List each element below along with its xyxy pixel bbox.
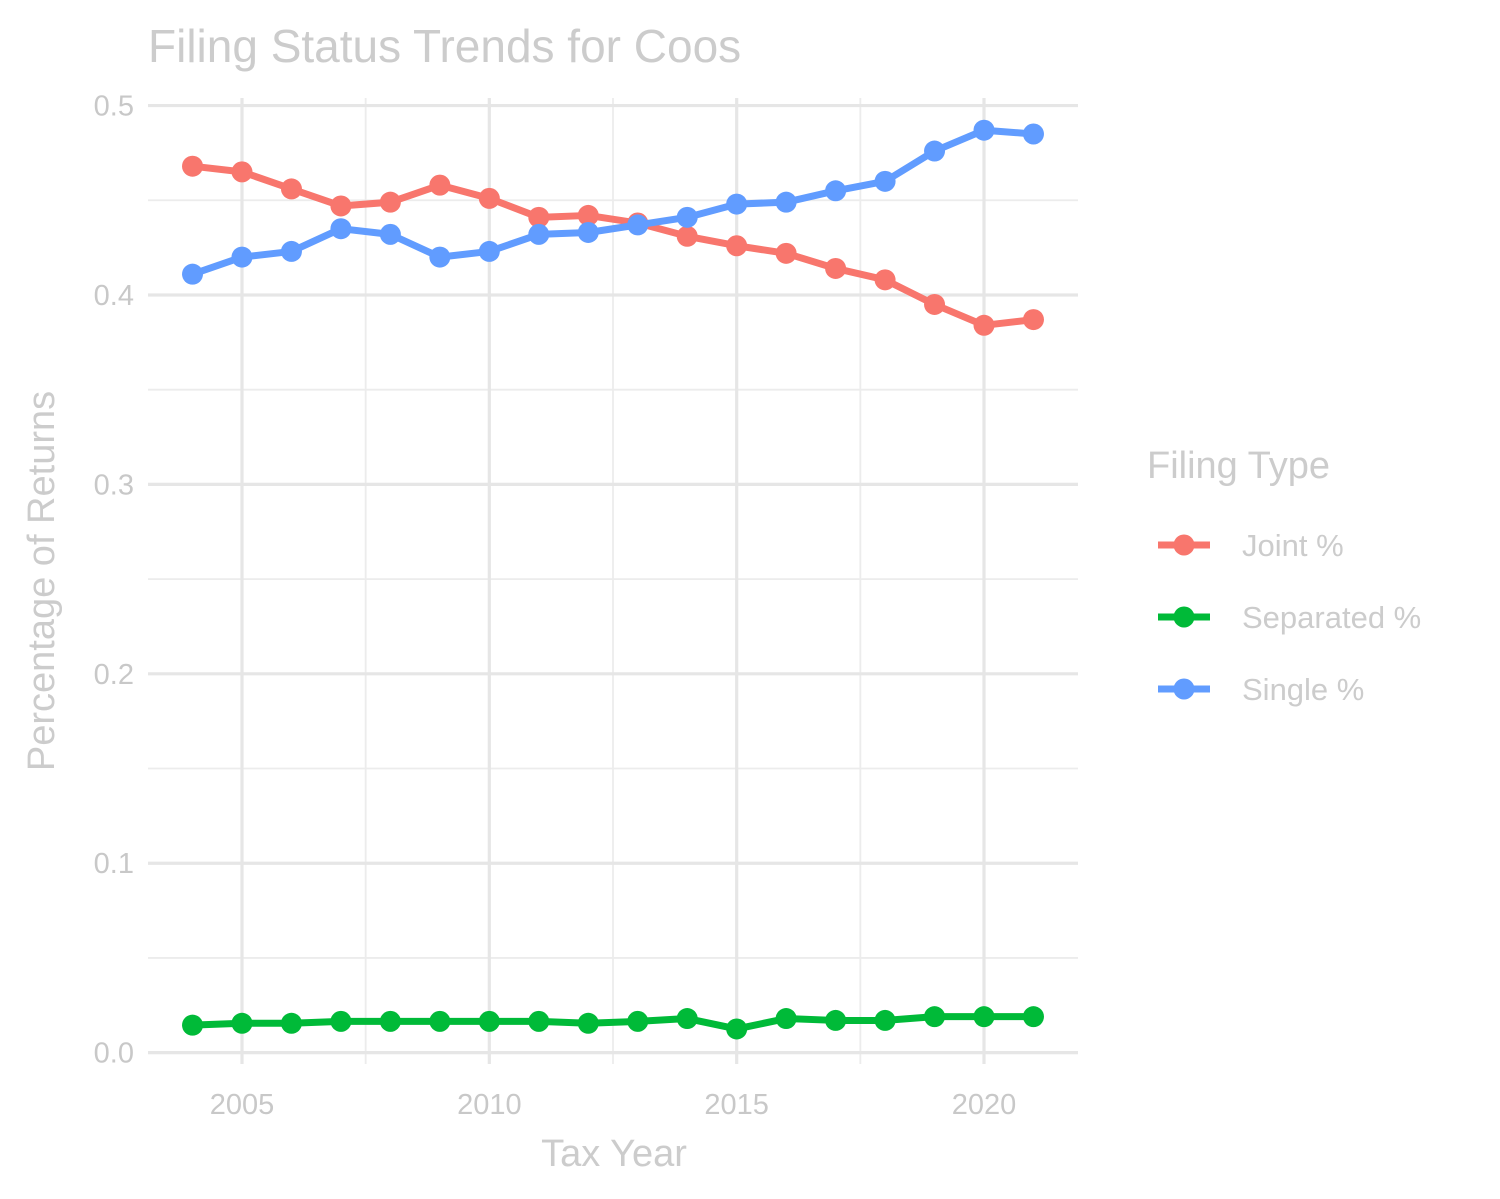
data-point-joint <box>973 314 995 336</box>
data-point-single <box>182 263 204 285</box>
data-point-joint <box>924 293 946 315</box>
data-point-joint <box>726 235 748 257</box>
data-point-joint <box>577 204 599 226</box>
data-point-single <box>478 240 500 262</box>
data-point-single <box>825 180 847 202</box>
data-point-separated <box>627 1010 649 1032</box>
data-point-single <box>330 218 352 240</box>
y-tick-label: 0.2 <box>94 659 134 691</box>
data-point-single <box>924 140 946 162</box>
x-tick-label: 2005 <box>210 1089 275 1121</box>
data-point-single <box>379 223 401 245</box>
data-point-single <box>627 214 649 236</box>
data-point-separated <box>528 1010 550 1032</box>
legend-key-point <box>1173 678 1195 700</box>
legend-key-point <box>1173 606 1195 628</box>
data-point-single <box>676 206 698 228</box>
legend-title: Filing Type <box>1147 445 1330 487</box>
legend-label: Separated % <box>1242 600 1421 635</box>
legend-label: Single % <box>1242 672 1364 707</box>
y-tick-label: 0.4 <box>94 280 134 312</box>
data-point-joint <box>825 257 847 279</box>
legend: Filing Type Joint % Separated % Single % <box>1147 445 1421 707</box>
data-point-separated <box>825 1009 847 1031</box>
data-point-joint <box>1022 309 1044 331</box>
y-tick-label: 0.5 <box>94 91 134 123</box>
data-point-single <box>874 170 896 192</box>
series-single <box>182 119 1044 285</box>
data-point-single <box>577 221 599 243</box>
data-point-separated <box>280 1012 302 1034</box>
data-point-single <box>528 223 550 245</box>
legend-item-separated: Separated % <box>1158 600 1421 635</box>
x-tick-label: 2010 <box>457 1089 522 1121</box>
data-point-separated <box>577 1012 599 1034</box>
data-point-single <box>973 119 995 141</box>
data-point-joint <box>874 269 896 291</box>
data-point-joint <box>478 187 500 209</box>
legend-item-single: Single % <box>1158 672 1364 707</box>
data-point-separated <box>429 1010 451 1032</box>
series-separated <box>182 1006 1044 1040</box>
data-point-single <box>231 246 253 268</box>
x-axis-title: Tax Year <box>541 1133 687 1175</box>
legend-items: Joint % Separated % Single % <box>1158 528 1421 707</box>
data-point-joint <box>775 242 797 264</box>
data-point-joint <box>528 206 550 228</box>
data-point-separated <box>330 1010 352 1032</box>
data-point-joint <box>182 155 204 177</box>
data-point-joint <box>280 178 302 200</box>
y-tick-label: 0.0 <box>94 1038 134 1070</box>
data-point-joint <box>330 195 352 217</box>
legend-key-point <box>1173 534 1195 556</box>
series-joint <box>182 155 1044 336</box>
y-tick-label: 0.3 <box>94 469 134 501</box>
data-point-separated <box>478 1010 500 1032</box>
data-point-separated <box>874 1009 896 1031</box>
x-tick-label: 2020 <box>952 1089 1017 1121</box>
chart-title: Filing Status Trends for Coos <box>148 20 741 72</box>
data-point-single <box>429 246 451 268</box>
data-point-separated <box>973 1006 995 1028</box>
x-tick-label: 2015 <box>704 1089 769 1121</box>
tick-labels: 0.0 0.1 0.2 0.3 0.4 0.5 2005 2010 2015 2020 <box>94 91 1017 1121</box>
data-point-separated <box>924 1006 946 1028</box>
data-point-single <box>775 191 797 213</box>
data-point-separated <box>231 1012 253 1034</box>
data-point-single <box>726 193 748 215</box>
series-layer <box>182 119 1044 1040</box>
data-point-separated <box>676 1008 698 1030</box>
data-point-separated <box>726 1018 748 1040</box>
data-point-separated <box>379 1010 401 1032</box>
y-tick-label: 0.1 <box>94 848 134 880</box>
data-point-joint <box>429 174 451 196</box>
y-axis-title: Percentage of Returns <box>21 391 63 771</box>
data-point-joint <box>676 225 698 247</box>
data-point-single <box>280 240 302 262</box>
legend-label: Joint % <box>1242 528 1344 563</box>
data-point-separated <box>1022 1006 1044 1028</box>
data-point-single <box>1022 123 1044 145</box>
legend-item-joint: Joint % <box>1158 528 1344 563</box>
data-point-separated <box>182 1014 204 1036</box>
data-point-joint <box>231 161 253 183</box>
data-point-separated <box>775 1008 797 1030</box>
data-point-joint <box>379 191 401 213</box>
